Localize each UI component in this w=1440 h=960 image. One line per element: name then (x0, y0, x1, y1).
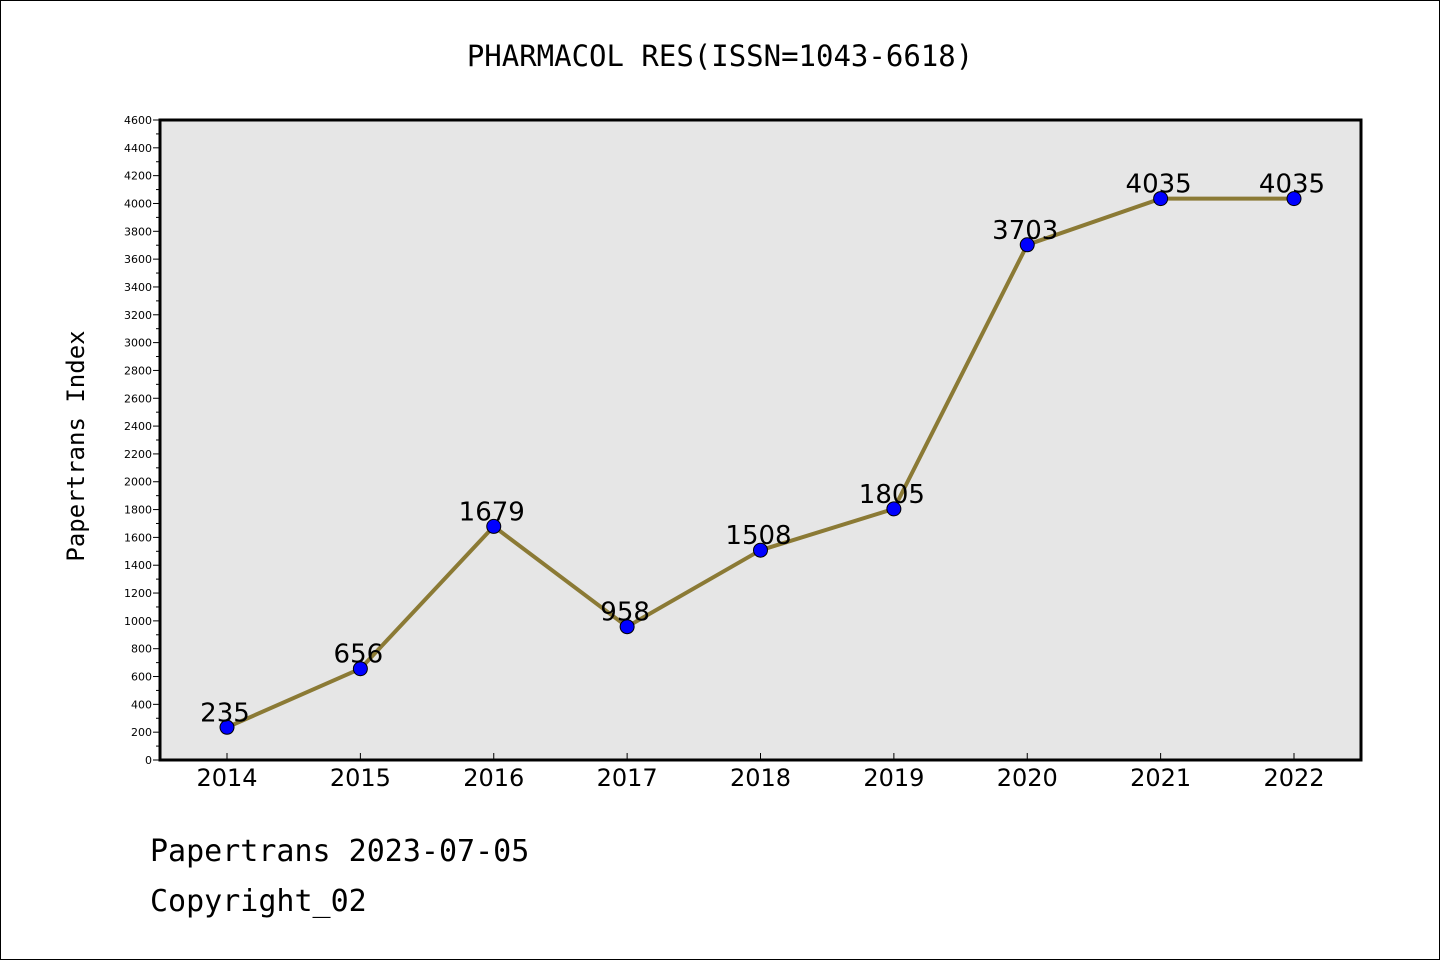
data-label: 1679 (459, 497, 525, 527)
plot-border (158, 118, 1363, 762)
y-tick-label: 1000 (124, 615, 152, 628)
footer-date-line: Papertrans 2023-07-05 (150, 834, 530, 869)
y-tick-label: 600 (131, 671, 152, 684)
y-tick-label: 800 (131, 643, 152, 656)
data-label: 4035 (1259, 170, 1325, 200)
x-tick-label: 2018 (730, 764, 791, 792)
y-tick-label: 3800 (124, 225, 152, 238)
x-tick-label: 2014 (196, 764, 257, 792)
x-tick-label: 2016 (463, 764, 524, 792)
data-point-marker (619, 619, 635, 635)
data-point-marker (352, 661, 368, 677)
data-point-marker (1153, 191, 1169, 207)
y-tick-label: 4200 (124, 170, 152, 183)
y-tick-label: 1400 (124, 559, 152, 572)
data-point-marker (219, 719, 235, 735)
data-label: 4035 (1126, 170, 1192, 200)
x-tick-label: 2017 (597, 764, 658, 792)
data-label: 235 (200, 698, 250, 728)
y-tick-label: 3400 (124, 281, 152, 294)
y-tick-label: 200 (131, 726, 152, 739)
data-label: 656 (334, 640, 384, 670)
y-tick-label: 2000 (124, 476, 152, 489)
data-label: 1805 (859, 480, 925, 510)
data-point-marker (1019, 237, 1035, 253)
plot-area (160, 120, 1361, 760)
y-axis-ticks: 0 200 400 600 800 1000 1200 1400 1600 1800 2000 220… (124, 114, 160, 767)
y-tick-label: 3200 (124, 309, 152, 322)
x-tick-label: 2020 (997, 764, 1058, 792)
data-point-marker (886, 501, 902, 517)
footer-copyright-line: Copyright_02 (150, 884, 367, 919)
y-tick-label: 3000 (124, 337, 152, 350)
y-tick-label: 4600 (124, 114, 152, 127)
x-tick-label: 2022 (1263, 764, 1324, 792)
y-tick-label: 3600 (124, 253, 152, 266)
y-tick-label: 2400 (124, 420, 152, 433)
x-tick-label: 2021 (1130, 764, 1191, 792)
data-point-marker (1286, 191, 1302, 207)
y-tick-label: 1200 (124, 587, 152, 600)
y-tick-label: 2200 (124, 448, 152, 461)
y-tick-label: 1600 (124, 531, 152, 544)
y-tick-label: 2600 (124, 392, 152, 405)
y-tick-label: 1800 (124, 504, 152, 517)
y-tick-label: 4000 (124, 197, 152, 210)
data-label: 958 (600, 598, 650, 628)
y-tick-label: 400 (131, 698, 152, 711)
y-tick-label: 2800 (124, 364, 152, 377)
series-group: 235 656 1679 958 1508 1805 3703 4035 4035 (200, 170, 1325, 735)
data-label: 3703 (992, 216, 1058, 246)
data-point-marker (486, 518, 502, 534)
x-tick-label: 2015 (330, 764, 391, 792)
chart-title: PHARMACOL RES(ISSN=1043-6618) (467, 39, 973, 73)
y-axis-label: Papertrans Index (62, 330, 90, 561)
data-label: 1508 (725, 521, 791, 551)
y-tick-label: 0 (145, 754, 152, 767)
x-axis-ticks: 2014 2015 2016 2017 2018 2019 2020 2021 2022 (196, 753, 1325, 792)
y-tick-label: 4400 (124, 142, 152, 155)
data-point-marker (753, 542, 768, 558)
x-tick-label: 2019 (863, 764, 924, 792)
